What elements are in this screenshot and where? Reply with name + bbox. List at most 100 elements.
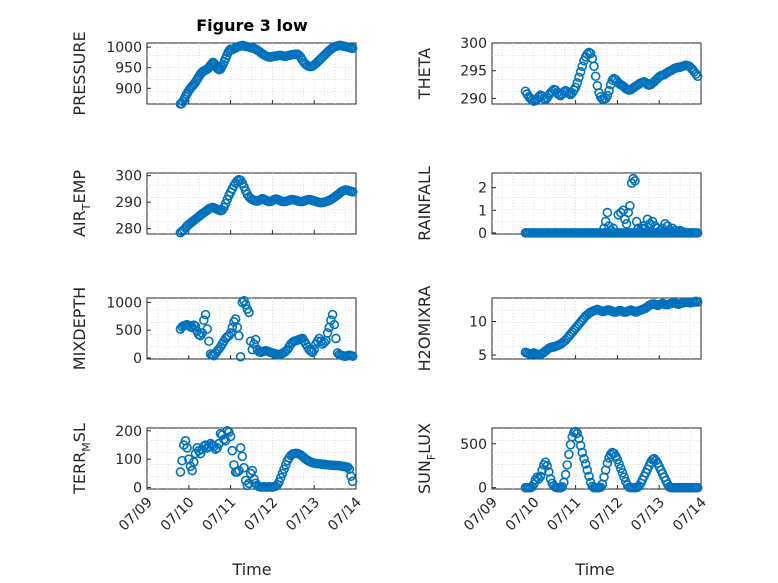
x-tick-label: 07/11: [200, 495, 240, 535]
x-tick-label: 07/11: [545, 495, 585, 535]
data-point: [244, 307, 254, 318]
data-point: [572, 428, 583, 439]
series-markers: [175, 174, 358, 238]
data-point: [692, 228, 703, 238]
data-point: [618, 205, 629, 216]
data-point: [628, 173, 639, 184]
y-axis-label: H2OMIXRA: [415, 286, 434, 372]
data-point: [247, 465, 258, 476]
y-tick-label: 290: [115, 195, 142, 211]
y-axis-label-subscript: T: [80, 203, 93, 211]
y-tick-label: 1000: [106, 40, 142, 56]
data-point: [212, 443, 223, 453]
data-point: [309, 344, 320, 355]
data-point: [346, 471, 356, 482]
y-tick-label: 1000: [106, 295, 142, 311]
data-point: [570, 82, 581, 93]
data-point: [631, 216, 642, 227]
data-point: [577, 447, 588, 458]
data-point: [614, 459, 624, 469]
data-point: [239, 462, 249, 473]
y-tick-label: 500: [115, 323, 142, 339]
data-point: [227, 322, 238, 333]
y-tick-label: 300: [460, 36, 487, 52]
y-tick-label: 5: [478, 348, 487, 364]
data-point: [189, 457, 199, 467]
y-tick-label: 300: [115, 169, 142, 185]
data-point: [564, 449, 574, 460]
data-point: [602, 458, 613, 468]
series-markers: [520, 47, 703, 107]
data-point: [608, 223, 619, 234]
data-point: [572, 78, 583, 88]
series-markers: [520, 296, 703, 360]
data-point: [187, 465, 197, 476]
y-axis-label-main: PRESSURE: [70, 31, 89, 115]
y-tick-label: 10: [469, 314, 487, 330]
data-point: [590, 71, 601, 82]
y-axis-label: PRESSURE: [70, 31, 89, 115]
data-point: [250, 334, 261, 345]
y-axis-label-main: RAINFALL: [415, 166, 434, 241]
data-point: [200, 309, 211, 320]
data-point: [235, 351, 246, 362]
data-point: [177, 455, 187, 466]
x-axis-label-right: Time: [574, 560, 614, 579]
subplot-rainfall: 0 1 2 RAINFALL: [415, 166, 703, 242]
data-point: [274, 477, 284, 487]
data-point: [234, 465, 244, 476]
data-point: [602, 207, 613, 218]
x-tick-label: 07/14: [670, 494, 710, 534]
y-tick-label: 2: [478, 181, 487, 197]
y-tick-label: 0: [133, 481, 142, 497]
data-point: [199, 315, 209, 325]
data-point: [175, 467, 186, 477]
x-tick-label: 07/12: [586, 495, 626, 535]
data-point: [225, 431, 236, 442]
data-point: [560, 469, 571, 480]
data-point: [535, 471, 546, 482]
x-tick-label: 07/13: [283, 495, 323, 535]
data-point: [579, 453, 589, 464]
data-point: [623, 207, 634, 218]
data-point: [234, 330, 244, 341]
x-tick-label: 07/10: [503, 495, 543, 535]
data-point: [331, 333, 341, 344]
data-point: [589, 61, 599, 72]
x-tick-label: 07/13: [628, 495, 668, 535]
data-point: [232, 467, 243, 477]
y-axis-label: MIXDEPTH: [70, 287, 89, 370]
figure-title: Figure 3 low: [196, 16, 308, 35]
y-tick-label: 900: [115, 81, 142, 97]
data-point: [322, 328, 333, 338]
data-point: [202, 324, 212, 334]
data-point: [347, 43, 358, 54]
data-point: [677, 226, 688, 237]
data-point: [574, 72, 584, 83]
y-axis-label-subscript: F: [425, 454, 438, 460]
series-markers: [520, 426, 703, 493]
data-point: [237, 451, 248, 462]
y-axis-label-tail: SL: [70, 423, 89, 442]
data-point: [580, 459, 591, 469]
data-point: [575, 67, 586, 77]
data-point: [602, 90, 613, 101]
data-point: [619, 472, 629, 482]
data-point: [347, 351, 358, 362]
data-point: [584, 471, 594, 482]
data-point: [692, 482, 703, 493]
data-point: [691, 69, 701, 79]
data-point: [621, 219, 632, 229]
y-tick-label: 280: [115, 222, 142, 238]
y-tick-label: 100: [115, 452, 142, 468]
x-tick-label: 07/10: [158, 495, 198, 535]
subplot-theta: 290 295 300 THETA: [415, 36, 703, 107]
subplot-mixdepth: 0 500 1000 MIXDEPTH: [70, 287, 358, 370]
y-tick-label: 500: [460, 437, 487, 453]
data-point: [190, 321, 201, 332]
data-point: [235, 443, 246, 453]
y-axis-label-main: MIXDEPTH: [70, 287, 89, 370]
y-tick-label: 0: [478, 481, 487, 497]
